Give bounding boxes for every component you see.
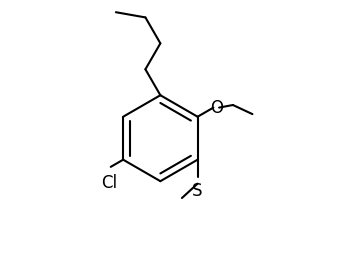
- Text: S: S: [192, 182, 203, 200]
- Text: Cl: Cl: [101, 174, 118, 192]
- Text: O: O: [210, 99, 223, 117]
